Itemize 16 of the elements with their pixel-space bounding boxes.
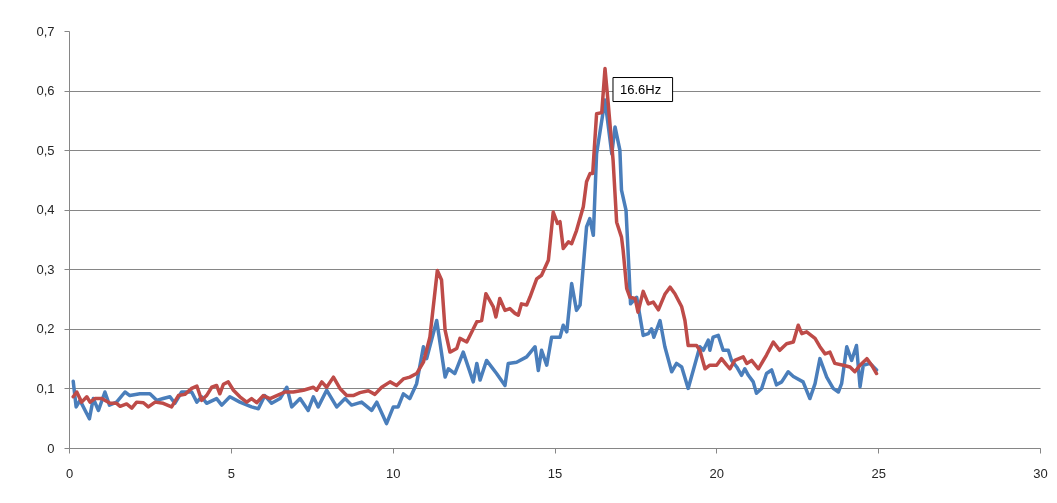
y-tick-label: 0,6 (36, 83, 55, 99)
x-tick-label: 20 (709, 465, 725, 481)
y-tick-label: 0,5 (36, 142, 55, 158)
annotation: 16.6Hz (619, 81, 662, 97)
y-tick-label: 0,3 (36, 261, 55, 277)
x-tick-label: 0 (65, 465, 74, 481)
x-tick-label: 5 (227, 465, 235, 481)
x-tick-label: 30 (1033, 465, 1048, 481)
y-tick-label: 0,4 (36, 202, 55, 218)
y-tick-label: 0,1 (36, 380, 55, 396)
y-tick-label: 0,2 (36, 321, 55, 337)
y-tick-label: 0 (47, 440, 55, 456)
y-tick-label: 0,7 (36, 23, 55, 39)
x-tick-label: 15 (547, 465, 563, 481)
x-tick-label: 10 (385, 465, 401, 481)
x-tick-label: 25 (871, 465, 886, 481)
